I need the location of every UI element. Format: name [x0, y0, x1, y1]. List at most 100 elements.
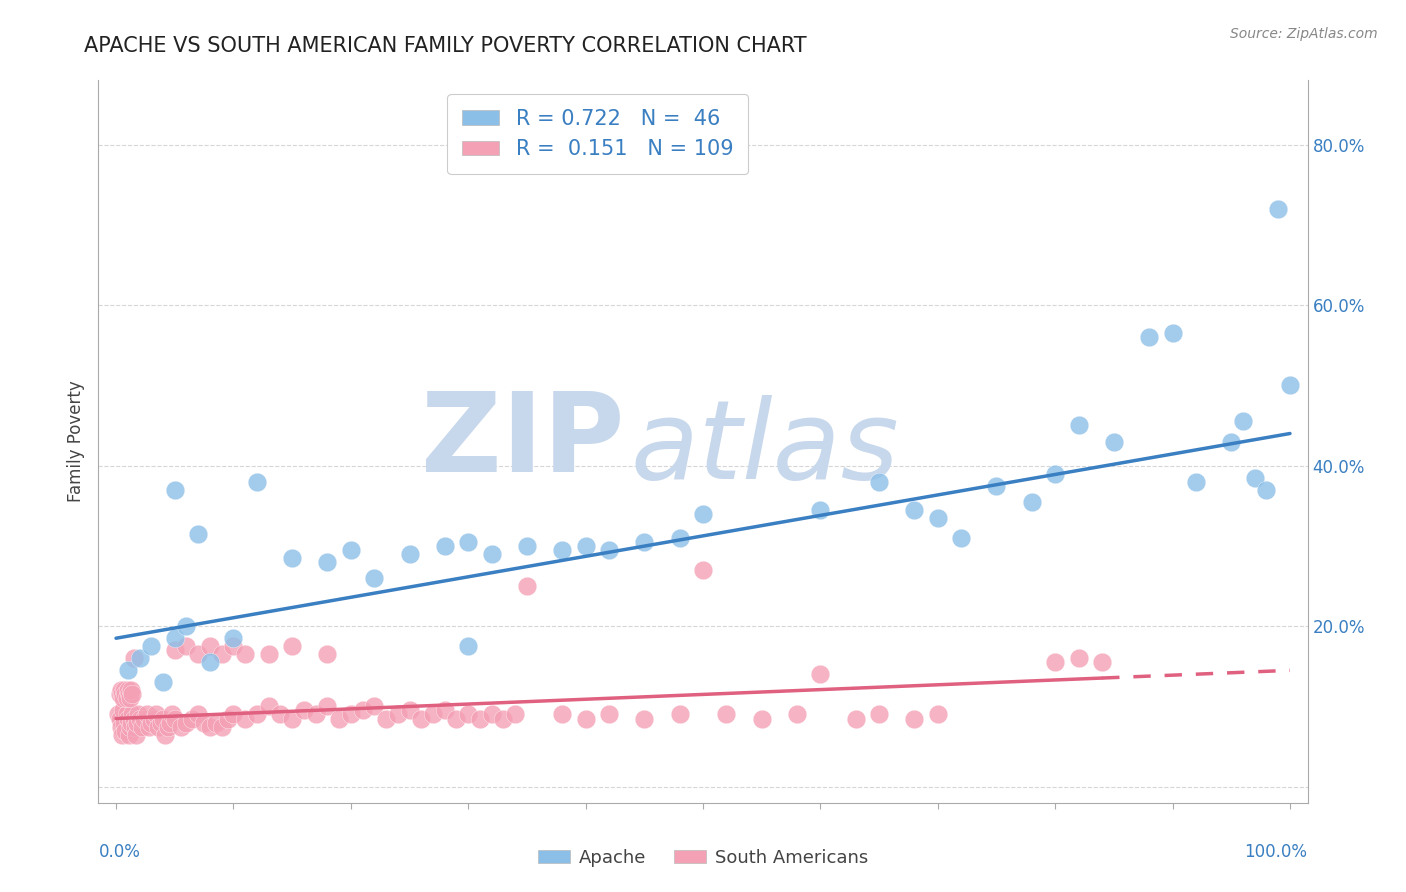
Point [316, 648, 339, 662]
Point [1243, 470, 1265, 484]
Point [138, 719, 160, 733]
Point [122, 651, 145, 665]
Point [281, 639, 304, 653]
Point [217, 712, 239, 726]
Point [246, 475, 269, 489]
Point [1267, 202, 1289, 216]
Point [163, 643, 186, 657]
Point [135, 707, 157, 722]
Point [422, 707, 444, 722]
Point [222, 639, 245, 653]
Point [152, 675, 174, 690]
Point [115, 691, 138, 706]
Point [1220, 434, 1243, 449]
Point [551, 542, 574, 557]
Point [387, 707, 409, 722]
Point [148, 719, 170, 733]
Point [181, 712, 204, 726]
Point [281, 551, 304, 566]
Point [516, 579, 538, 593]
Point [112, 715, 135, 730]
Point [446, 712, 468, 726]
Point [1137, 330, 1160, 344]
Point [398, 547, 420, 561]
Point [193, 715, 215, 730]
Point [1161, 326, 1184, 341]
Point [352, 703, 374, 717]
Point [198, 719, 221, 733]
Point [163, 632, 186, 646]
Point [149, 715, 172, 730]
Point [121, 687, 143, 701]
Point [1102, 434, 1125, 449]
Point [152, 712, 174, 726]
Point [516, 539, 538, 553]
Point [112, 683, 135, 698]
Point [117, 712, 139, 726]
Point [692, 507, 714, 521]
Text: 100.0%: 100.0% [1244, 843, 1308, 861]
Point [114, 723, 136, 738]
Point [551, 707, 574, 722]
Text: 0.0%: 0.0% [98, 843, 141, 861]
Point [117, 683, 139, 698]
Text: APACHE VS SOUTH AMERICAN FAMILY POVERTY CORRELATION CHART: APACHE VS SOUTH AMERICAN FAMILY POVERTY … [84, 36, 807, 55]
Point [112, 703, 135, 717]
Point [492, 712, 515, 726]
Point [575, 539, 598, 553]
Point [457, 639, 479, 653]
Point [111, 687, 134, 701]
Point [304, 707, 326, 722]
Point [1043, 467, 1066, 481]
Point [127, 715, 149, 730]
Point [328, 712, 350, 726]
Point [786, 707, 808, 722]
Point [163, 712, 186, 726]
Point [868, 475, 890, 489]
Point [120, 683, 142, 698]
Point [633, 534, 655, 549]
Point [176, 639, 198, 653]
Point [575, 712, 598, 726]
Point [246, 707, 269, 722]
Point [716, 707, 738, 722]
Point [927, 707, 949, 722]
Point [1278, 378, 1301, 392]
Point [108, 687, 131, 701]
Point [457, 707, 479, 722]
Point [233, 648, 256, 662]
Point [257, 648, 280, 662]
Point [124, 719, 146, 733]
Y-axis label: Family Poverty: Family Poverty [66, 381, 84, 502]
Point [112, 691, 135, 706]
Point [155, 728, 177, 742]
Point [375, 712, 398, 726]
Point [340, 542, 363, 557]
Text: atlas: atlas [630, 395, 898, 502]
Point [115, 707, 138, 722]
Point [903, 712, 925, 726]
Point [127, 707, 149, 722]
Text: Source: ZipAtlas.com: Source: ZipAtlas.com [1230, 27, 1378, 41]
Point [433, 703, 456, 717]
Point [1067, 418, 1090, 433]
Point [110, 683, 132, 698]
Point [142, 712, 165, 726]
Point [118, 728, 141, 742]
Point [503, 707, 526, 722]
Point [481, 707, 503, 722]
Point [363, 699, 385, 714]
Point [159, 715, 181, 730]
Point [198, 655, 221, 669]
Point [808, 667, 831, 681]
Point [1067, 651, 1090, 665]
Point [107, 707, 129, 722]
Point [118, 687, 141, 701]
Point [633, 712, 655, 726]
Point [169, 719, 191, 733]
Point [1232, 414, 1254, 428]
Point [340, 707, 363, 722]
Point [176, 619, 198, 633]
Point [986, 478, 1008, 492]
Point [292, 703, 315, 717]
